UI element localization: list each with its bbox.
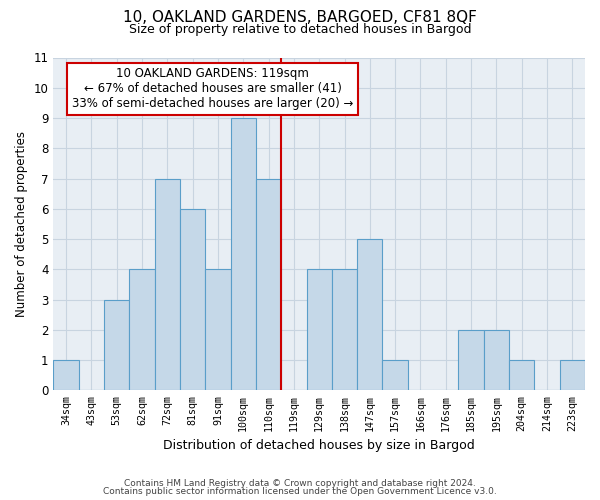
Bar [382, 360, 408, 390]
Bar [230, 118, 256, 390]
Text: Size of property relative to detached houses in Bargod: Size of property relative to detached ho… [129, 22, 471, 36]
Bar [560, 360, 585, 390]
X-axis label: Distribution of detached houses by size in Bargod: Distribution of detached houses by size … [163, 440, 475, 452]
Bar [155, 178, 180, 390]
Text: Contains public sector information licensed under the Open Government Licence v3: Contains public sector information licen… [103, 487, 497, 496]
Bar [484, 330, 509, 390]
Text: 10, OAKLAND GARDENS, BARGOED, CF81 8QF: 10, OAKLAND GARDENS, BARGOED, CF81 8QF [123, 10, 477, 25]
Bar [458, 330, 484, 390]
Bar [256, 178, 281, 390]
Bar [357, 239, 382, 390]
Bar [509, 360, 535, 390]
Text: 10 OAKLAND GARDENS: 119sqm
← 67% of detached houses are smaller (41)
33% of semi: 10 OAKLAND GARDENS: 119sqm ← 67% of deta… [72, 68, 353, 110]
Bar [205, 270, 230, 390]
Bar [130, 270, 155, 390]
Bar [307, 270, 332, 390]
Bar [53, 360, 79, 390]
Bar [332, 270, 357, 390]
Bar [104, 300, 130, 390]
Text: Contains HM Land Registry data © Crown copyright and database right 2024.: Contains HM Land Registry data © Crown c… [124, 478, 476, 488]
Bar [180, 209, 205, 390]
Y-axis label: Number of detached properties: Number of detached properties [15, 131, 28, 317]
